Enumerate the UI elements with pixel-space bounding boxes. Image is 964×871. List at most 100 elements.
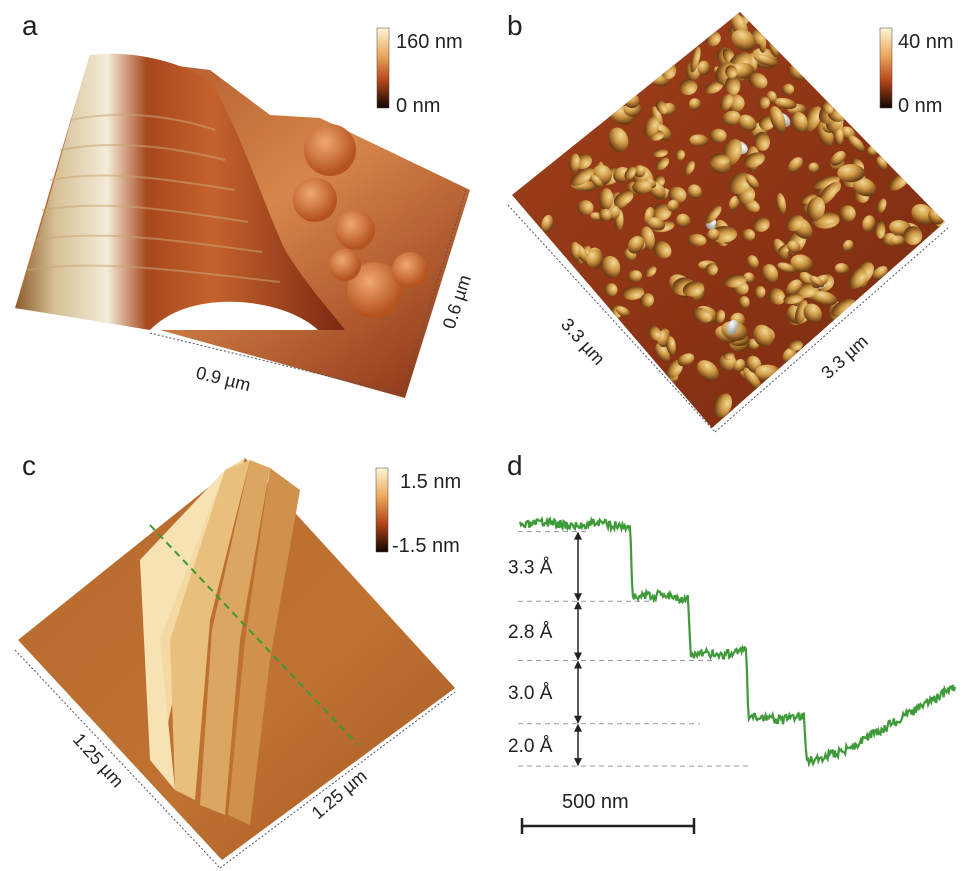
panel-b-grain [753, 53, 778, 67]
panel-c-colorbar-max: 1.5 nm [400, 471, 461, 493]
panel-b-grain [743, 367, 762, 391]
panel-b-grain [604, 283, 618, 297]
panel-b-grain [624, 166, 637, 180]
panel-b-grain [577, 200, 594, 216]
panel-b-grain [715, 309, 726, 324]
panel-b-grain [697, 360, 719, 382]
panel-b-grain [633, 165, 646, 178]
panel-b-grain [839, 205, 856, 222]
panel-b-grain [813, 176, 840, 190]
panel-d-step-label: 2.8 Å [508, 622, 553, 643]
panel-b-grain [762, 264, 779, 284]
panel-b-grain [689, 134, 709, 147]
panel-b-grain [608, 127, 629, 153]
panel-d-arrowhead [574, 715, 582, 724]
panel-b-grain [806, 196, 826, 221]
panel-b-grain [728, 195, 740, 211]
panel-b-grain [731, 29, 756, 51]
panel-c-profile-line [149, 524, 359, 746]
panel-b-grain [668, 186, 687, 204]
panel-b-grain [747, 255, 759, 269]
panel-b-grain [648, 325, 662, 341]
panel-d-letter: d [507, 450, 523, 481]
panel-a-letter: a [22, 10, 38, 41]
panel-a-surface [15, 53, 470, 398]
panel-b-grain [679, 78, 698, 96]
panel-b-grain [791, 112, 808, 133]
panel-d-profile-series [518, 515, 957, 768]
panel-b-grain [644, 116, 660, 138]
panel-b-grain [842, 239, 854, 252]
panel-d-arrowhead [574, 593, 582, 602]
panel-b-grain [705, 263, 718, 276]
panel-b-grain [783, 293, 803, 305]
panel-b-grain [809, 275, 825, 288]
panel-b-grain [733, 359, 746, 373]
panel-b-grain [666, 336, 676, 356]
panel-b-grain [677, 353, 695, 367]
panel-b-grain [627, 236, 645, 254]
panel-b-grain [640, 293, 654, 308]
panel-b-surface [512, 12, 945, 428]
panel-b-grain [786, 214, 804, 232]
panel-d-step-label: 2.0 Å [508, 736, 553, 757]
panel-c-colorbar [375, 467, 389, 553]
panel-b-grain [722, 110, 741, 126]
panel-b-grain [903, 226, 923, 245]
panel-b-grain [725, 65, 738, 79]
panel-c-surface [18, 458, 455, 860]
panel-d-guides [518, 531, 750, 767]
panel-b-grain [853, 177, 877, 197]
panel-b-grain [837, 164, 865, 183]
panel-d-arrowhead [574, 531, 582, 540]
panel-a-axes [149, 189, 467, 395]
panel-b-grain [787, 157, 803, 174]
panel-b-grain [622, 286, 645, 300]
panel-b-grain [808, 162, 820, 174]
panel-b-grain [911, 203, 936, 226]
panel-b-grain [794, 300, 808, 325]
panel-b-grain [655, 157, 670, 171]
panel-b-grain [875, 220, 886, 239]
panel-b-grain [777, 262, 796, 274]
panel-b-grain [705, 205, 722, 224]
panel-d-arrowhead [574, 601, 582, 610]
panel-b-grain [613, 190, 634, 207]
panel-d-step-labels: 3.3 Å 2.8 Å 3.0 Å 2.0 Å [508, 558, 553, 757]
panel-b-grain [754, 131, 771, 151]
panel-b-grain [788, 339, 803, 351]
panel-b-grain [723, 351, 735, 361]
panel-d-scalebar-label: 500 nm [562, 791, 629, 813]
panel-d-step-arrows [574, 531, 582, 767]
panel-b-grain [738, 296, 750, 309]
panel-b-grain [745, 174, 760, 189]
panel-b-grain [693, 307, 712, 323]
panel-b-grain [758, 96, 770, 110]
panel-b-grain [570, 168, 595, 186]
panel-b-grain [651, 106, 664, 130]
panel-b-grain [720, 93, 734, 111]
panel-b-colorbar-min: 0 nm [898, 95, 942, 117]
panel-b-grain [833, 126, 844, 145]
panel-b-grain [690, 46, 701, 73]
panel-c-colorbar-min: -1.5 nm [392, 535, 460, 557]
panel-d-arrowhead [574, 652, 582, 661]
panel-b-grain [713, 393, 733, 418]
panel-b-grain [774, 97, 797, 109]
panel-b-grain [697, 60, 711, 75]
panel-b-grain [586, 249, 604, 269]
panel-a-colorbar-min: 0 nm [396, 95, 440, 117]
panel-b-grain [684, 161, 695, 175]
panel-b-grain [830, 150, 846, 166]
panel-b-grain [707, 228, 720, 242]
panel-b-grain [776, 193, 787, 215]
panel-b-grain [769, 106, 786, 133]
panel-d-arrowhead [574, 758, 582, 767]
panel-b-grain [754, 286, 766, 299]
panel-b-axes [507, 204, 949, 433]
panel-c-letter: c [22, 450, 36, 481]
panel-b-grain [590, 174, 603, 188]
panel-d-arrowhead [574, 660, 582, 669]
